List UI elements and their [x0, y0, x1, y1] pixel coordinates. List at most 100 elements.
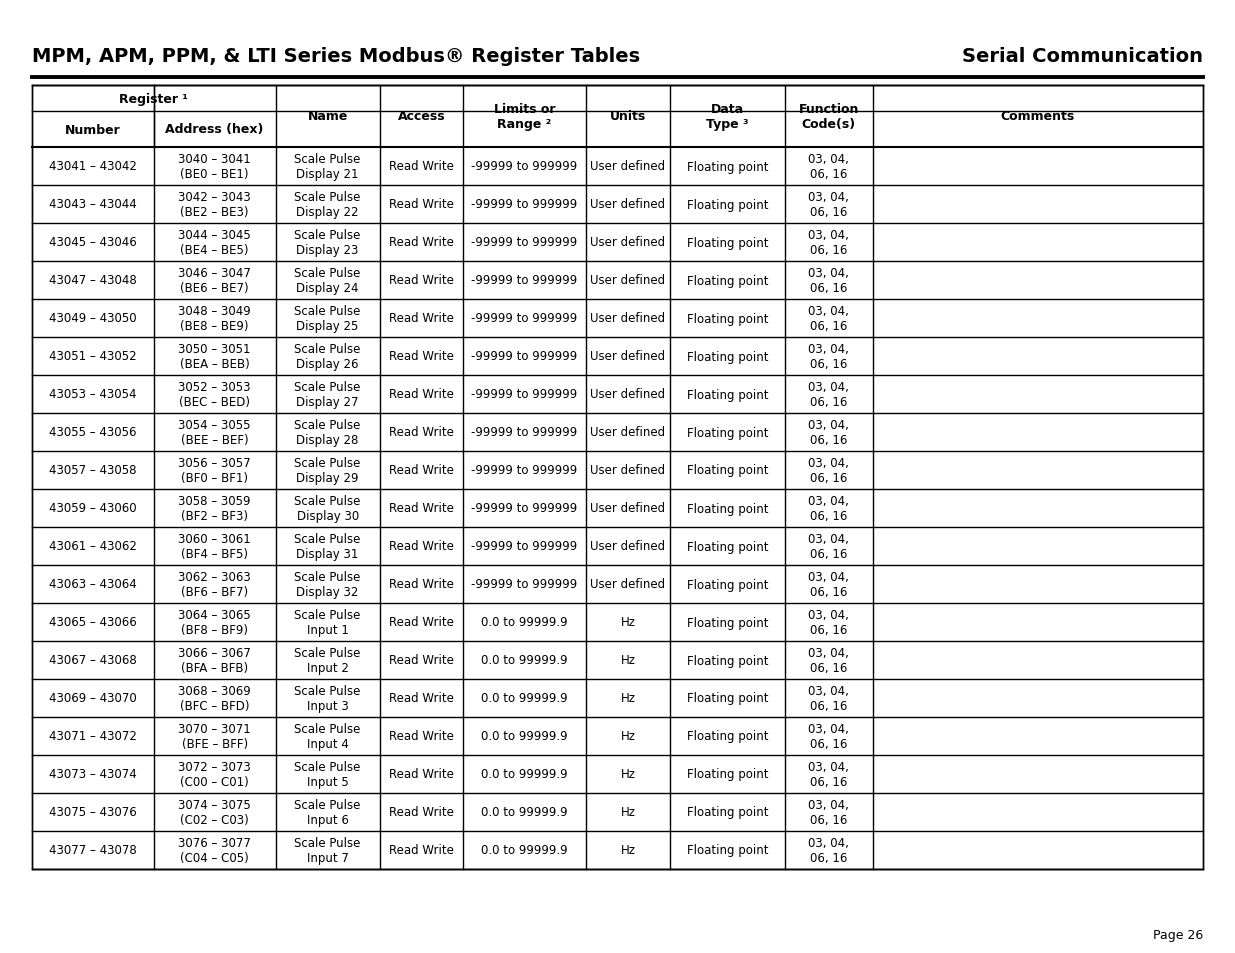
Text: 3072 – 3073
(C00 – C01): 3072 – 3073 (C00 – C01): [178, 760, 251, 788]
Text: User defined: User defined: [590, 313, 666, 325]
Text: Floating point: Floating point: [687, 350, 768, 363]
Text: 3054 – 3055
(BEE – BEF): 3054 – 3055 (BEE – BEF): [178, 418, 251, 447]
Text: 0.0 to 99999.9: 0.0 to 99999.9: [482, 730, 568, 742]
Text: 3042 – 3043
(BE2 – BE3): 3042 – 3043 (BE2 – BE3): [178, 191, 251, 219]
Text: 3050 – 3051
(BEA – BEB): 3050 – 3051 (BEA – BEB): [178, 343, 251, 371]
Text: Function
Code(s): Function Code(s): [799, 103, 860, 131]
Text: 03, 04,
06, 16: 03, 04, 06, 16: [809, 305, 850, 333]
Text: Scale Pulse
Display 28: Scale Pulse Display 28: [294, 418, 361, 447]
Text: Page 26: Page 26: [1152, 928, 1203, 942]
Text: 3052 – 3053
(BEC – BED): 3052 – 3053 (BEC – BED): [178, 380, 251, 409]
Text: User defined: User defined: [590, 198, 666, 212]
Text: 03, 04,
06, 16: 03, 04, 06, 16: [809, 152, 850, 181]
Text: Access: Access: [398, 111, 445, 123]
Text: Scale Pulse
Display 29: Scale Pulse Display 29: [294, 456, 361, 484]
Text: Floating point: Floating point: [687, 654, 768, 667]
Text: User defined: User defined: [590, 236, 666, 250]
Text: 03, 04,
06, 16: 03, 04, 06, 16: [809, 836, 850, 864]
Text: Scale Pulse
Display 32: Scale Pulse Display 32: [294, 571, 361, 598]
Text: Floating point: Floating point: [687, 692, 768, 705]
Text: Scale Pulse
Display 30: Scale Pulse Display 30: [294, 495, 361, 522]
Text: Read Write: Read Write: [389, 616, 453, 629]
Text: 3046 – 3047
(BE6 – BE7): 3046 – 3047 (BE6 – BE7): [178, 267, 251, 294]
Text: Units: Units: [610, 111, 646, 123]
Text: Read Write: Read Write: [389, 464, 453, 477]
Text: Floating point: Floating point: [687, 198, 768, 212]
Text: 3064 – 3065
(BF8 – BF9): 3064 – 3065 (BF8 – BF9): [178, 608, 251, 637]
Text: 3066 – 3067
(BFA – BFB): 3066 – 3067 (BFA – BFB): [178, 646, 251, 675]
Text: Serial Communication: Serial Communication: [962, 48, 1203, 67]
Text: Address (hex): Address (hex): [165, 123, 264, 136]
Text: 03, 04,
06, 16: 03, 04, 06, 16: [809, 571, 850, 598]
Text: 43045 – 43046: 43045 – 43046: [49, 236, 137, 250]
Text: 03, 04,
06, 16: 03, 04, 06, 16: [809, 495, 850, 522]
Text: -99999 to 999999: -99999 to 999999: [472, 464, 578, 477]
Text: Floating point: Floating point: [687, 768, 768, 781]
Text: Hz: Hz: [620, 654, 636, 667]
Text: -99999 to 999999: -99999 to 999999: [472, 274, 578, 287]
Text: Read Write: Read Write: [389, 502, 453, 515]
Text: Hz: Hz: [620, 805, 636, 819]
Text: 3056 – 3057
(BF0 – BF1): 3056 – 3057 (BF0 – BF1): [178, 456, 251, 484]
Text: 43073 – 43074: 43073 – 43074: [49, 768, 137, 781]
Text: Number: Number: [65, 123, 121, 136]
Text: 0.0 to 99999.9: 0.0 to 99999.9: [482, 616, 568, 629]
Text: Scale Pulse
Input 6: Scale Pulse Input 6: [294, 799, 361, 826]
Text: Floating point: Floating point: [687, 502, 768, 515]
Text: 43061 – 43062: 43061 – 43062: [49, 540, 137, 553]
Text: 43075 – 43076: 43075 – 43076: [49, 805, 137, 819]
Text: 03, 04,
06, 16: 03, 04, 06, 16: [809, 684, 850, 712]
Text: Read Write: Read Write: [389, 768, 453, 781]
Text: Floating point: Floating point: [687, 578, 768, 591]
Text: Scale Pulse
Display 31: Scale Pulse Display 31: [294, 533, 361, 560]
Text: 43043 – 43044: 43043 – 43044: [49, 198, 137, 212]
Text: Read Write: Read Write: [389, 692, 453, 705]
Text: Floating point: Floating point: [687, 540, 768, 553]
Text: MPM, APM, PPM, & LTI Series Modbus® Register Tables: MPM, APM, PPM, & LTI Series Modbus® Regi…: [32, 48, 640, 67]
Text: Floating point: Floating point: [687, 426, 768, 439]
Text: 0.0 to 99999.9: 0.0 to 99999.9: [482, 654, 568, 667]
Text: 3060 – 3061
(BF4 – BF5): 3060 – 3061 (BF4 – BF5): [178, 533, 251, 560]
Text: Scale Pulse
Display 27: Scale Pulse Display 27: [294, 380, 361, 409]
Text: Read Write: Read Write: [389, 805, 453, 819]
Text: Comments: Comments: [1000, 111, 1074, 123]
Text: User defined: User defined: [590, 274, 666, 287]
Text: 43067 – 43068: 43067 – 43068: [49, 654, 137, 667]
Text: 3070 – 3071
(BFE – BFF): 3070 – 3071 (BFE – BFF): [178, 722, 251, 750]
Text: Floating point: Floating point: [687, 464, 768, 477]
Text: Hz: Hz: [620, 843, 636, 857]
Text: 0.0 to 99999.9: 0.0 to 99999.9: [482, 843, 568, 857]
Text: User defined: User defined: [590, 578, 666, 591]
Text: 43049 – 43050: 43049 – 43050: [49, 313, 137, 325]
Text: Scale Pulse
Input 2: Scale Pulse Input 2: [294, 646, 361, 675]
Text: Read Write: Read Write: [389, 578, 453, 591]
Text: Read Write: Read Write: [389, 350, 453, 363]
Text: -99999 to 999999: -99999 to 999999: [472, 426, 578, 439]
Text: 03, 04,
06, 16: 03, 04, 06, 16: [809, 191, 850, 219]
Text: Read Write: Read Write: [389, 198, 453, 212]
Text: User defined: User defined: [590, 350, 666, 363]
Text: 3040 – 3041
(BE0 – BE1): 3040 – 3041 (BE0 – BE1): [178, 152, 251, 181]
Text: User defined: User defined: [590, 426, 666, 439]
Text: Floating point: Floating point: [687, 843, 768, 857]
Text: Read Write: Read Write: [389, 274, 453, 287]
Text: 3048 – 3049
(BE8 – BE9): 3048 – 3049 (BE8 – BE9): [178, 305, 251, 333]
Text: Scale Pulse
Input 5: Scale Pulse Input 5: [294, 760, 361, 788]
Text: Scale Pulse
Display 21: Scale Pulse Display 21: [294, 152, 361, 181]
Text: 43063 – 43064: 43063 – 43064: [49, 578, 137, 591]
Text: Floating point: Floating point: [687, 313, 768, 325]
Text: Floating point: Floating point: [687, 805, 768, 819]
Text: 3058 – 3059
(BF2 – BF3): 3058 – 3059 (BF2 – BF3): [178, 495, 251, 522]
Text: Scale Pulse
Display 23: Scale Pulse Display 23: [294, 229, 361, 256]
Text: Hz: Hz: [620, 616, 636, 629]
Text: 03, 04,
06, 16: 03, 04, 06, 16: [809, 760, 850, 788]
Text: 03, 04,
06, 16: 03, 04, 06, 16: [809, 380, 850, 409]
Text: Scale Pulse
Display 24: Scale Pulse Display 24: [294, 267, 361, 294]
Text: 3068 – 3069
(BFC – BFD): 3068 – 3069 (BFC – BFD): [178, 684, 251, 712]
Text: 43057 – 43058: 43057 – 43058: [49, 464, 137, 477]
Text: Floating point: Floating point: [687, 274, 768, 287]
Text: -99999 to 999999: -99999 to 999999: [472, 540, 578, 553]
Text: 03, 04,
06, 16: 03, 04, 06, 16: [809, 267, 850, 294]
Text: 0.0 to 99999.9: 0.0 to 99999.9: [482, 692, 568, 705]
Text: -99999 to 999999: -99999 to 999999: [472, 502, 578, 515]
